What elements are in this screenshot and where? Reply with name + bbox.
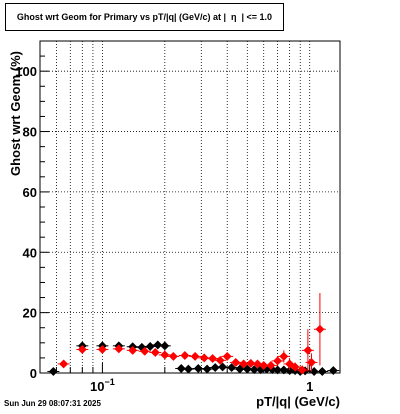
data-point — [242, 364, 252, 374]
x-tick-label: 10−1 — [90, 377, 115, 394]
data-point — [231, 357, 241, 367]
data-point — [306, 357, 317, 367]
data-point — [273, 356, 283, 366]
data-point — [249, 365, 259, 375]
data-point — [259, 360, 269, 371]
data-point — [150, 347, 160, 358]
data-point — [208, 353, 218, 364]
data-point — [246, 358, 256, 368]
data-point — [303, 345, 313, 355]
data-point — [266, 360, 276, 371]
x-tick-label: 1 — [306, 379, 313, 394]
data-point — [297, 365, 307, 375]
y-tick-label: 0 — [30, 366, 37, 381]
y-tick-label: 60 — [23, 185, 37, 200]
data-point — [252, 359, 263, 369]
data-point — [279, 351, 289, 361]
y-tick-label: 80 — [23, 125, 37, 140]
data-point — [222, 351, 232, 361]
y-tick-label: 20 — [23, 306, 37, 321]
data-point — [218, 362, 228, 372]
plot-area — [40, 41, 340, 373]
data-point — [317, 366, 327, 377]
data-point — [114, 344, 124, 354]
data-point — [176, 363, 186, 374]
data-point — [210, 363, 220, 373]
chart-title-box: Ghost wrt Geom for Primary vs pT/|q| (Ge… — [5, 3, 284, 31]
data-point — [239, 359, 249, 369]
data-point — [97, 344, 107, 355]
data-point — [273, 365, 283, 375]
data-point — [59, 359, 69, 369]
data-point — [315, 324, 325, 334]
data-point — [77, 344, 87, 355]
data-point — [227, 363, 237, 373]
data-point — [290, 362, 300, 372]
chart-title: Ghost wrt Geom for Primary vs pT/|q| (Ge… — [16, 12, 273, 22]
y-tick-label: 100 — [15, 64, 37, 79]
data-point — [199, 353, 209, 363]
data-point — [160, 341, 170, 351]
data-point — [193, 363, 203, 374]
data-point — [168, 351, 178, 361]
data-point — [153, 340, 163, 350]
data-point — [279, 365, 289, 375]
data-point — [215, 355, 225, 365]
data-point — [183, 364, 193, 374]
x-axis-title: pT/|q| (GeV/c) — [256, 394, 340, 409]
data-point — [48, 366, 58, 377]
data-point — [128, 345, 138, 355]
data-point — [180, 350, 190, 361]
y-axis-title: Ghost wrt Geom (%) — [8, 51, 23, 176]
data-point — [328, 366, 338, 376]
y-tick-label: 40 — [23, 245, 37, 260]
data-point — [140, 346, 150, 356]
data-point — [235, 364, 245, 374]
timestamp: Sun Jun 29 08:07:31 2025 — [4, 399, 101, 408]
data-point — [190, 351, 200, 361]
data-point — [160, 350, 170, 360]
